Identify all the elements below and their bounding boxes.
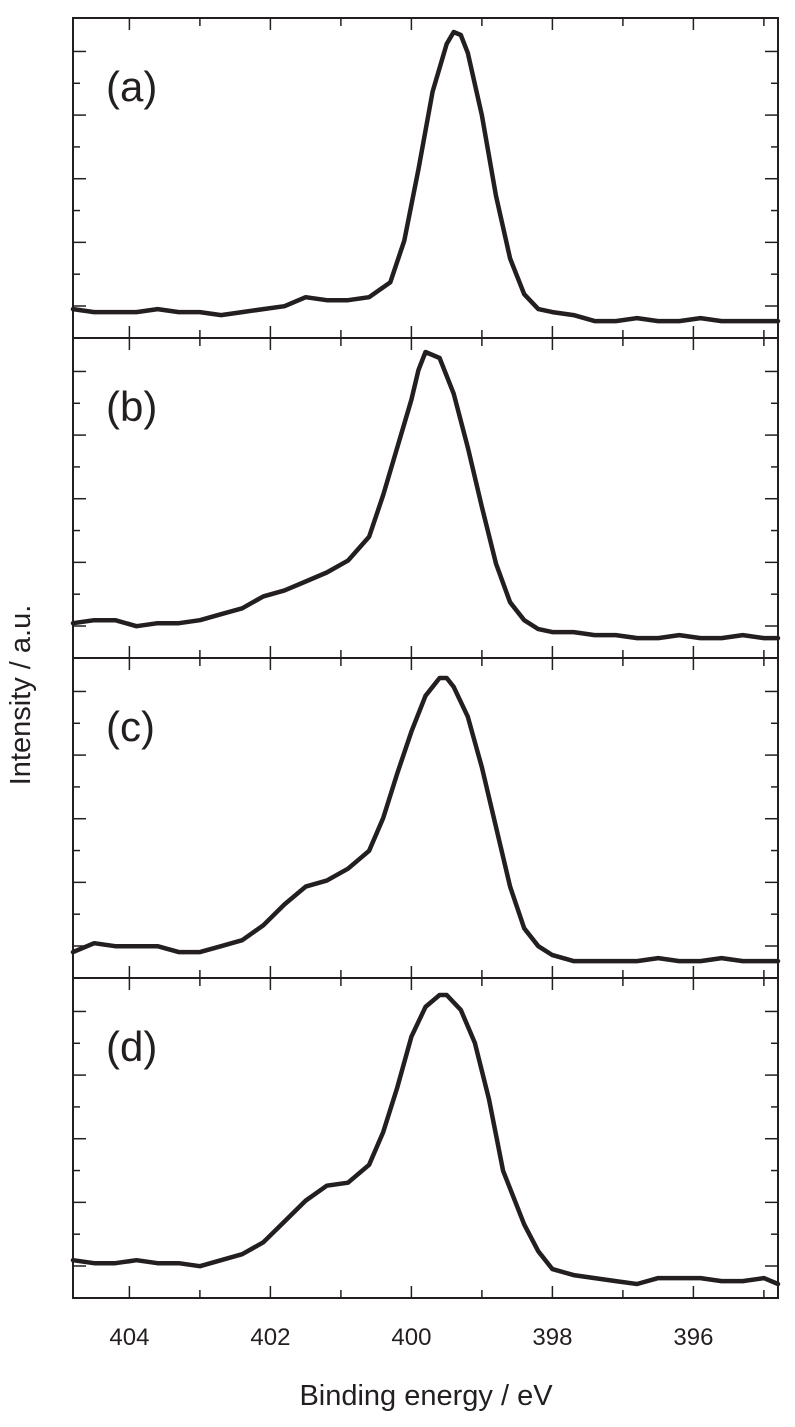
panel-frame <box>72 977 779 1299</box>
series-line <box>70 29 781 324</box>
panel-c: (c) <box>70 657 781 979</box>
panels-group: (a) (b) (c) (d) <box>70 17 781 1299</box>
panel-label: (d) <box>106 1023 157 1070</box>
x-axis-label: Binding energy / eV <box>299 1380 553 1412</box>
panel-frame <box>72 337 779 659</box>
panel-frame <box>72 657 779 979</box>
x-tick-label: 404 <box>109 1324 149 1351</box>
series-line <box>70 675 781 964</box>
x-tick-label: 396 <box>673 1324 713 1351</box>
panel-label: (a) <box>106 63 157 110</box>
x-tick-label: 400 <box>391 1324 431 1351</box>
x-tick-label: 402 <box>250 1324 290 1351</box>
series-line <box>70 992 781 1287</box>
panel-label: (b) <box>106 383 157 430</box>
x-tick-labels: 404 402 400 398 396 <box>109 1324 713 1351</box>
panel-a: (a) <box>70 17 781 339</box>
panel-label: (c) <box>106 703 155 750</box>
panel-b: (b) <box>70 337 781 659</box>
series-line <box>70 349 781 641</box>
panel-d: (d) <box>70 977 781 1299</box>
panel-frame <box>72 17 779 339</box>
x-tick-label: 398 <box>532 1324 572 1351</box>
y-axis-label: Intensity / a.u. <box>5 605 37 786</box>
